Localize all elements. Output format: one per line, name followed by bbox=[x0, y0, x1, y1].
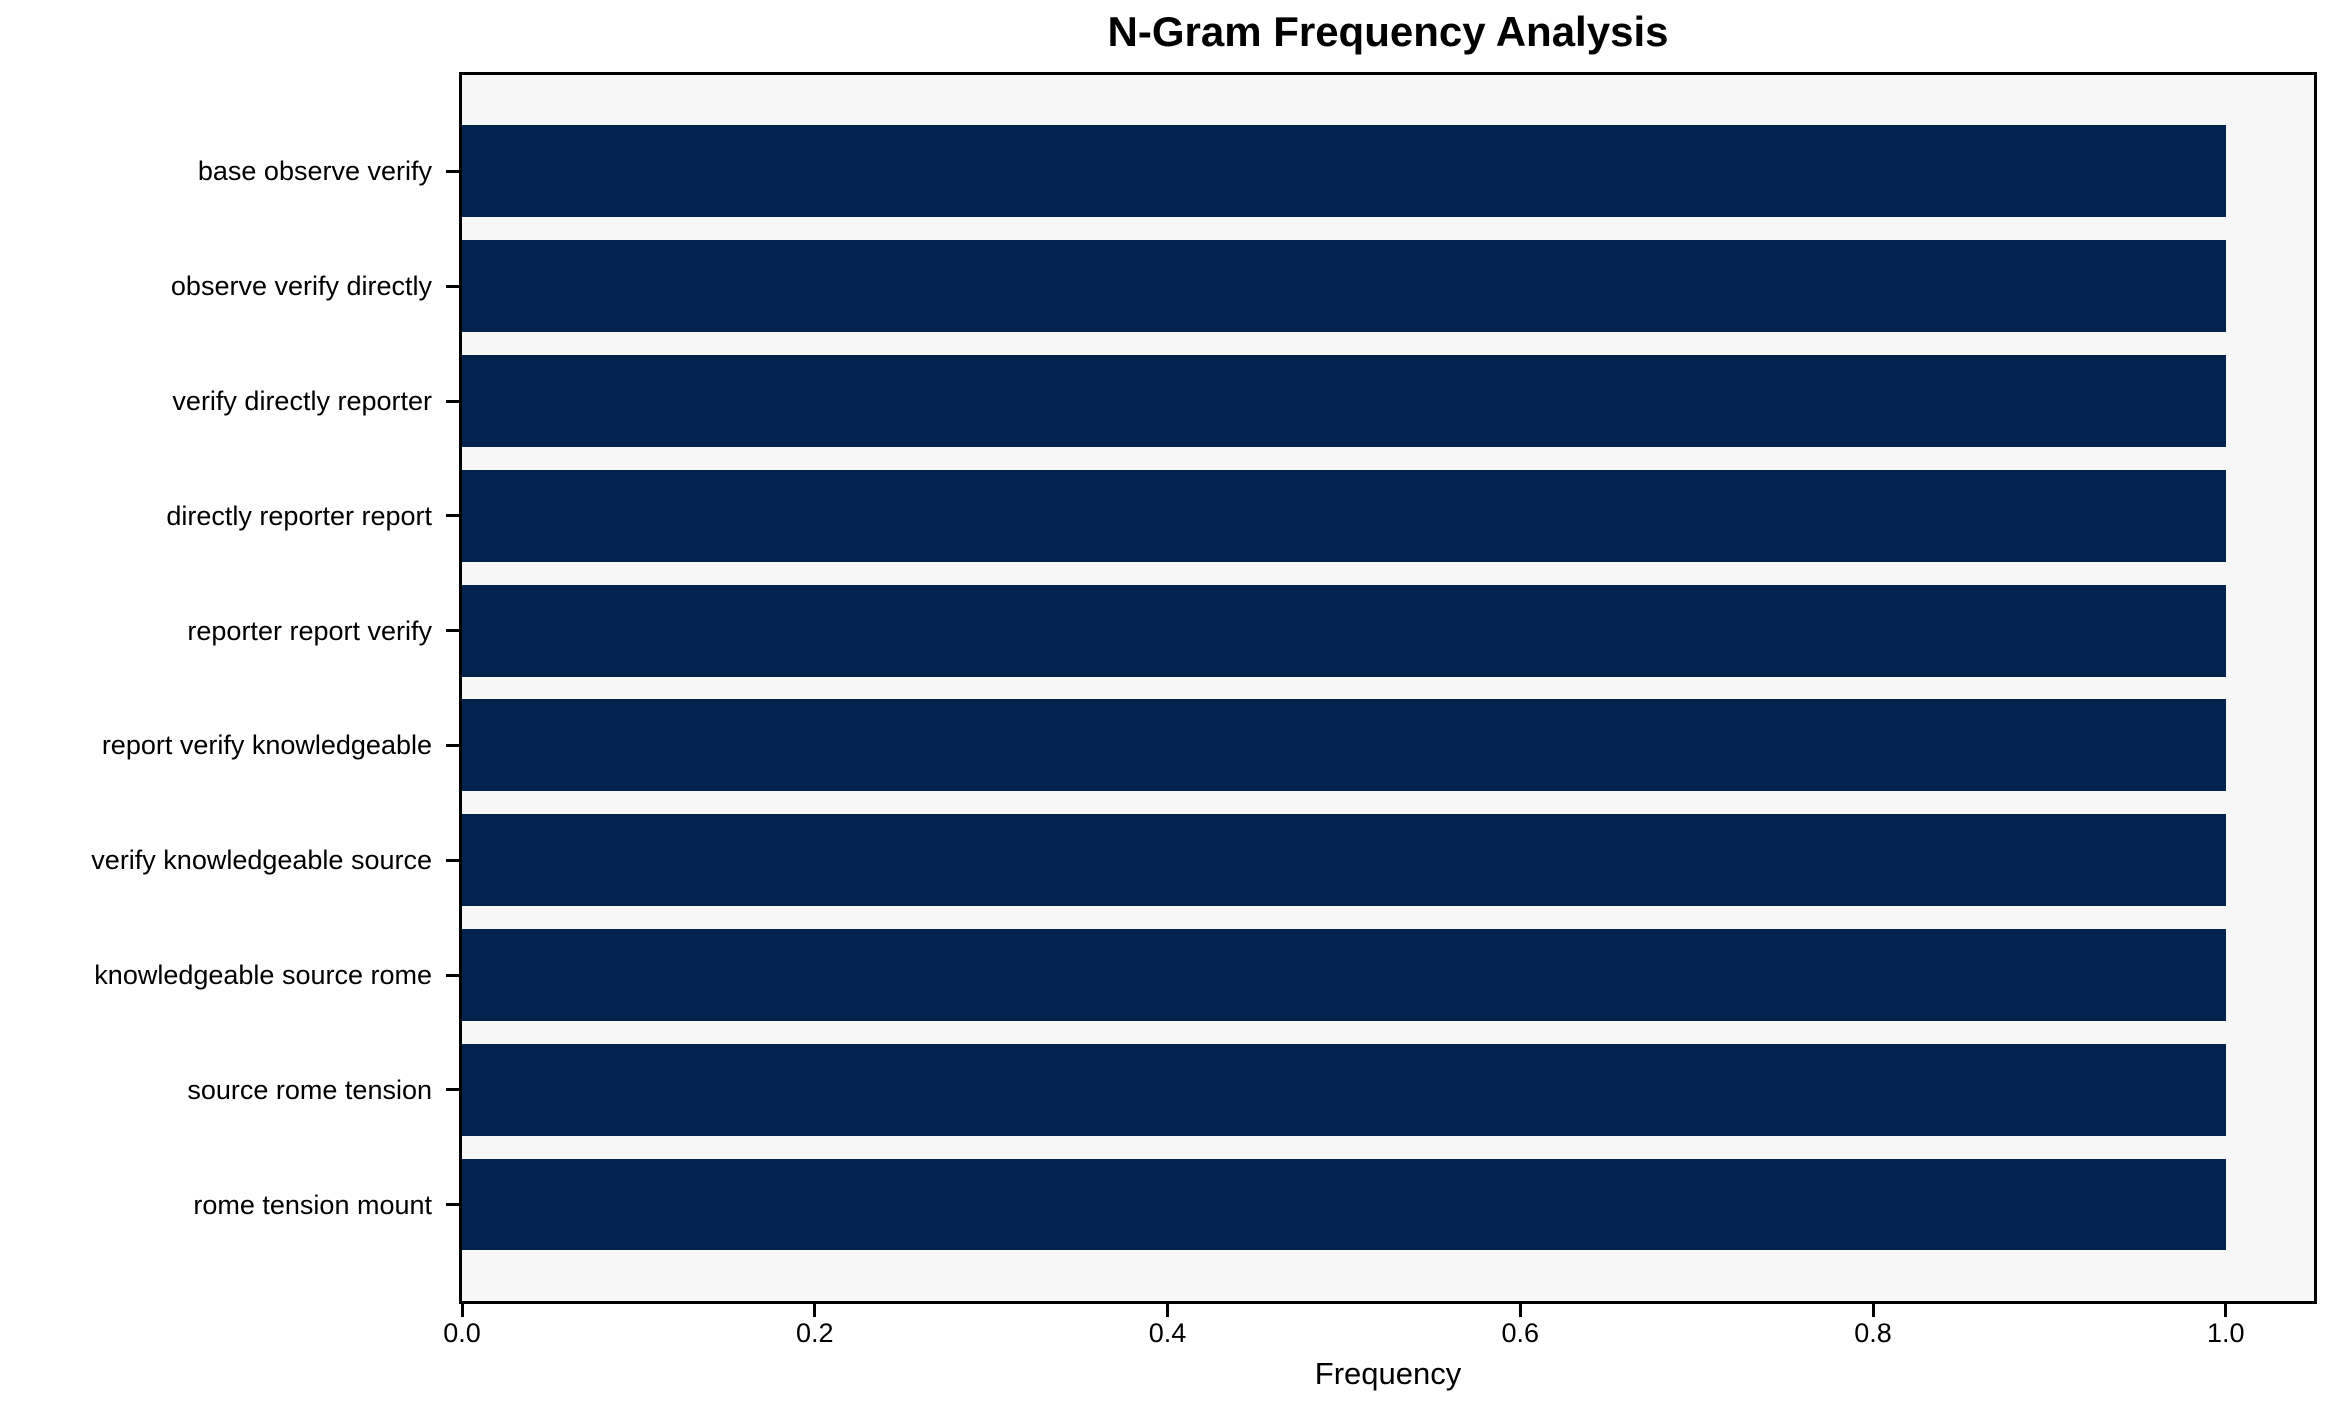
y-tick-label: verify knowledgeable source bbox=[91, 845, 432, 876]
y-tick-label: rome tension mount bbox=[193, 1189, 432, 1220]
chart-title: N-Gram Frequency Analysis bbox=[1107, 8, 1669, 55]
y-tick-mark bbox=[446, 973, 459, 977]
bar-observe-verify-directly bbox=[462, 240, 2226, 333]
y-tick-mark bbox=[446, 514, 459, 518]
y-tick-mark bbox=[446, 629, 459, 633]
y-tick-mark bbox=[446, 399, 459, 403]
bar-knowledgeable-source-rome bbox=[462, 929, 2226, 1021]
bar-directly-reporter-report bbox=[462, 469, 2226, 562]
plot-area bbox=[459, 72, 2317, 1304]
x-axis-label: Frequency bbox=[1314, 1356, 1462, 1391]
bar-row bbox=[462, 688, 2314, 803]
y-tick-mark bbox=[446, 169, 459, 173]
x-tick-mark bbox=[1166, 1304, 1170, 1317]
y-tick-label: directly reporter report bbox=[166, 500, 432, 531]
x-tick-label: 0.8 bbox=[1854, 1318, 1892, 1348]
x-tick-label: 0.0 bbox=[443, 1318, 481, 1348]
y-tick-mark bbox=[446, 284, 459, 288]
bar-reporter-report-verify bbox=[462, 584, 2226, 677]
bar-report-verify-knowledgeable bbox=[462, 699, 2226, 792]
bar-row bbox=[462, 1147, 2314, 1262]
y-tick-label: base observe verify bbox=[197, 156, 432, 187]
bar-base-observe-verify bbox=[462, 125, 2226, 218]
bar-row bbox=[462, 803, 2314, 918]
bar-row bbox=[462, 229, 2314, 344]
bar-rome-tension-mount bbox=[462, 1158, 2226, 1251]
y-tick-label: verify directly reporter bbox=[172, 386, 432, 416]
y-tick-label: knowledgeable source rome bbox=[94, 960, 432, 990]
bars-container bbox=[462, 75, 2314, 1301]
x-tick-mark bbox=[460, 1304, 464, 1317]
x-tick-mark bbox=[813, 1304, 817, 1317]
y-tick-mark bbox=[446, 743, 459, 747]
y-tick-label: report verify knowledgeable bbox=[101, 730, 432, 761]
y-tick-mark bbox=[446, 1203, 459, 1207]
x-tick-mark bbox=[2224, 1304, 2228, 1317]
x-tick-mark bbox=[1518, 1304, 1522, 1317]
x-tick-mark bbox=[1871, 1304, 1875, 1317]
bar-verify-directly-reporter bbox=[462, 355, 2226, 447]
bar-row bbox=[462, 573, 2314, 688]
bar-row bbox=[462, 458, 2314, 573]
bar-row bbox=[462, 1032, 2314, 1147]
y-tick-label: observe verify directly bbox=[170, 271, 432, 302]
bar-verify-knowledgeable-source bbox=[462, 814, 2226, 907]
y-tick-mark bbox=[446, 1088, 459, 1092]
x-tick-label: 0.6 bbox=[1501, 1318, 1540, 1348]
bar-row bbox=[462, 918, 2314, 1033]
x-tick-label: 1.0 bbox=[2207, 1318, 2245, 1348]
y-tick-label: source rome tension bbox=[187, 1074, 432, 1105]
x-tick-label: 0.4 bbox=[1148, 1318, 1187, 1348]
y-tick-mark bbox=[446, 858, 459, 862]
bar-row bbox=[462, 114, 2314, 229]
bar-source-rome-tension bbox=[462, 1043, 2226, 1136]
y-tick-label: reporter report verify bbox=[187, 615, 432, 646]
x-tick-label: 0.2 bbox=[795, 1318, 834, 1348]
bar-row bbox=[462, 344, 2314, 459]
